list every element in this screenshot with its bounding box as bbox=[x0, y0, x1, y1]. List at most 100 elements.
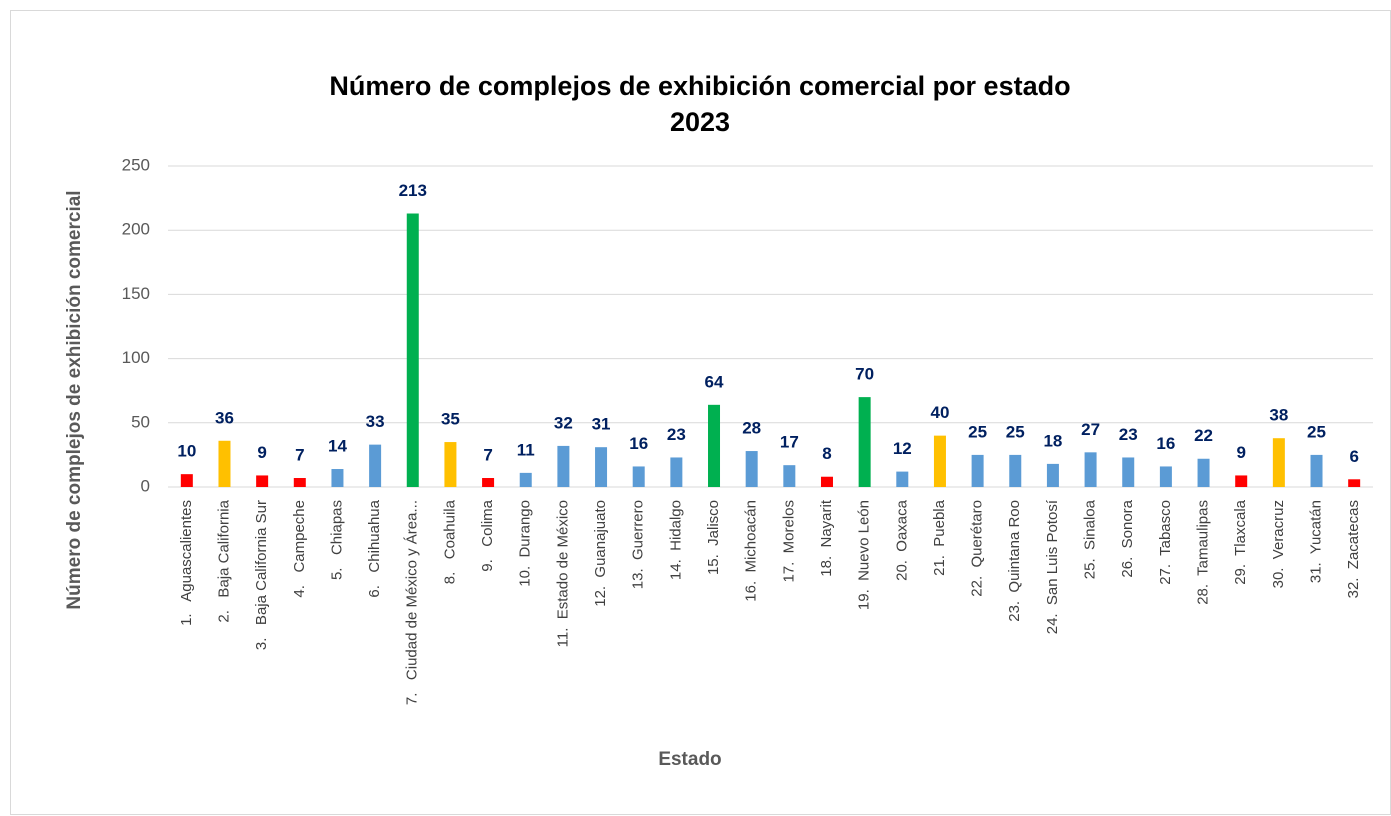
x-tick-label: 3. Baja California Sur bbox=[253, 500, 270, 650]
bar bbox=[632, 466, 645, 487]
data-label: 35 bbox=[441, 410, 460, 429]
bar bbox=[1159, 466, 1172, 487]
bar bbox=[331, 469, 344, 487]
data-label: 9 bbox=[1236, 443, 1245, 462]
chart-border bbox=[10, 10, 1391, 815]
y-axis-label: Número de complejos de exhibición comerc… bbox=[64, 190, 85, 609]
data-label: 36 bbox=[215, 408, 234, 427]
bar bbox=[256, 475, 269, 487]
bar bbox=[708, 404, 721, 487]
bar bbox=[1009, 454, 1022, 487]
x-tick-label: 28. Tamaulipas bbox=[1195, 500, 1212, 605]
data-label: 38 bbox=[1269, 406, 1288, 425]
bar bbox=[444, 442, 457, 487]
data-label: 16 bbox=[629, 434, 648, 453]
x-tick-label: 6. Chihuahua bbox=[366, 499, 383, 597]
data-label: 22 bbox=[1194, 426, 1213, 445]
data-label: 7 bbox=[483, 445, 492, 464]
x-tick-label: 13. Guerrero bbox=[630, 500, 647, 589]
data-label: 11 bbox=[517, 440, 535, 459]
bar bbox=[218, 440, 231, 487]
bar bbox=[482, 478, 495, 487]
x-tick-label: 21. Puebla bbox=[931, 499, 948, 576]
data-label: 27 bbox=[1081, 420, 1100, 439]
data-label: 23 bbox=[1119, 425, 1138, 444]
bar bbox=[1272, 438, 1285, 487]
data-label: 213 bbox=[399, 181, 427, 200]
x-tick-label: 24. San Luis Potosí bbox=[1044, 499, 1061, 634]
chart-title: Número de complejos de exhibición comerc… bbox=[329, 71, 1070, 101]
data-label: 8 bbox=[822, 444, 831, 463]
data-label: 33 bbox=[366, 412, 385, 431]
x-tick-label: 29. Tlaxcala bbox=[1232, 499, 1249, 584]
x-tick-label: 27. Tabasco bbox=[1157, 500, 1174, 585]
bar bbox=[896, 471, 909, 487]
x-tick-label: 25. Sinaloa bbox=[1082, 499, 1099, 579]
x-tick-label: 10. Durango bbox=[517, 500, 534, 587]
x-axis-label: Estado bbox=[658, 749, 721, 770]
data-label: 18 bbox=[1043, 431, 1062, 450]
data-label: 7 bbox=[295, 445, 304, 464]
data-label: 25 bbox=[968, 422, 987, 441]
data-label: 17 bbox=[780, 433, 799, 452]
bar bbox=[820, 476, 833, 487]
data-label: 25 bbox=[1307, 422, 1326, 441]
x-tick-label: 9. Colima bbox=[479, 499, 496, 571]
x-tick-label: 18. Nayarit bbox=[818, 499, 835, 577]
bar bbox=[783, 465, 796, 487]
bar bbox=[1084, 452, 1097, 487]
x-tick-label: 16. Michoacán bbox=[743, 500, 760, 602]
y-tick-label: 150 bbox=[122, 284, 150, 303]
y-tick-label: 100 bbox=[122, 348, 150, 367]
data-label: 6 bbox=[1349, 447, 1358, 466]
bar bbox=[406, 213, 419, 487]
bar bbox=[1122, 457, 1135, 487]
x-tick-label: 1. Aguascalientes bbox=[178, 500, 195, 626]
bar bbox=[1197, 458, 1210, 487]
data-label: 9 bbox=[257, 443, 266, 462]
bar bbox=[1046, 463, 1059, 487]
bar bbox=[1235, 475, 1248, 487]
bar bbox=[369, 444, 382, 487]
x-tick-label: 31. Yucatán bbox=[1307, 500, 1324, 583]
x-tick-label: 30. Veracruz bbox=[1270, 500, 1287, 588]
x-tick-label: 22. Querétaro bbox=[969, 500, 986, 597]
x-tick-label: 32. Zacatecas bbox=[1345, 500, 1362, 598]
bar bbox=[745, 451, 758, 487]
x-tick-label: 26. Sonora bbox=[1119, 499, 1136, 577]
bar bbox=[1310, 454, 1323, 487]
data-label: 16 bbox=[1156, 434, 1175, 453]
data-label: 10 bbox=[177, 442, 196, 461]
y-tick-label: 250 bbox=[122, 155, 150, 174]
x-tick-label: 12. Guanajuato bbox=[592, 500, 609, 607]
bar bbox=[595, 447, 608, 487]
x-tick-label: 15. Jalisco bbox=[705, 500, 722, 575]
x-tick-label: 17. Morelos bbox=[780, 500, 797, 583]
data-label: 64 bbox=[705, 372, 724, 391]
x-tick-label: 2. Baja California bbox=[215, 499, 232, 622]
bar bbox=[858, 397, 871, 487]
bar bbox=[670, 457, 683, 487]
data-label: 40 bbox=[930, 403, 949, 422]
data-label: 32 bbox=[554, 413, 573, 432]
x-tick-label: 7. Ciudad de México y Área... bbox=[404, 500, 421, 705]
bar bbox=[557, 445, 570, 487]
data-label: 14 bbox=[328, 437, 347, 456]
x-tick-label: 23. Quintana Roo bbox=[1006, 500, 1023, 622]
x-tick-label: 19. Nuevo León bbox=[856, 500, 873, 610]
bar bbox=[519, 472, 532, 487]
bar bbox=[180, 474, 193, 487]
bar bbox=[971, 454, 984, 487]
data-label: 28 bbox=[742, 419, 761, 438]
bar bbox=[1348, 479, 1361, 487]
chart-subtitle: 2023 bbox=[670, 107, 730, 137]
x-tick-label: 11. Estado de México bbox=[554, 500, 571, 647]
bar bbox=[293, 478, 306, 487]
bar bbox=[933, 435, 946, 487]
data-label: 12 bbox=[893, 439, 912, 458]
data-label: 70 bbox=[855, 365, 874, 384]
x-tick-label: 14. Hidalgo bbox=[667, 500, 684, 580]
y-tick-label: 0 bbox=[141, 476, 150, 495]
data-label: 23 bbox=[667, 425, 686, 444]
